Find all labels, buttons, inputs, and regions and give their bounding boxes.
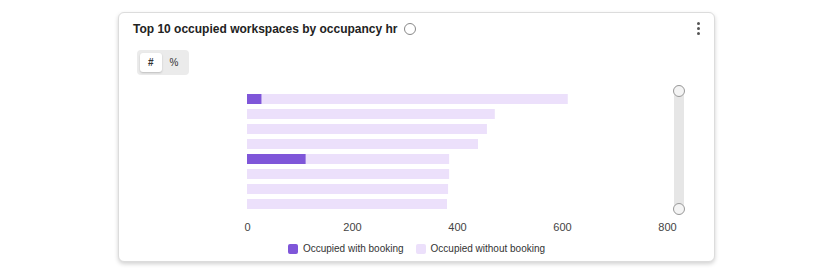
html-text:Occupied without booking: Occupied without booking [430,243,546,254]
svg-text:200: 200 [343,221,361,233]
svg-text:800: 800 [658,221,676,233]
html-text:Occupied with booking: Occupied with booking [302,243,404,254]
svg-text:0: 0 [244,221,250,233]
svg-text:400: 400 [448,221,466,233]
html-text:Top 10 occupied workspaces by: Top 10 occupied workspaces by occupancy … [133,22,398,36]
svg-text:600: 600 [553,221,571,233]
